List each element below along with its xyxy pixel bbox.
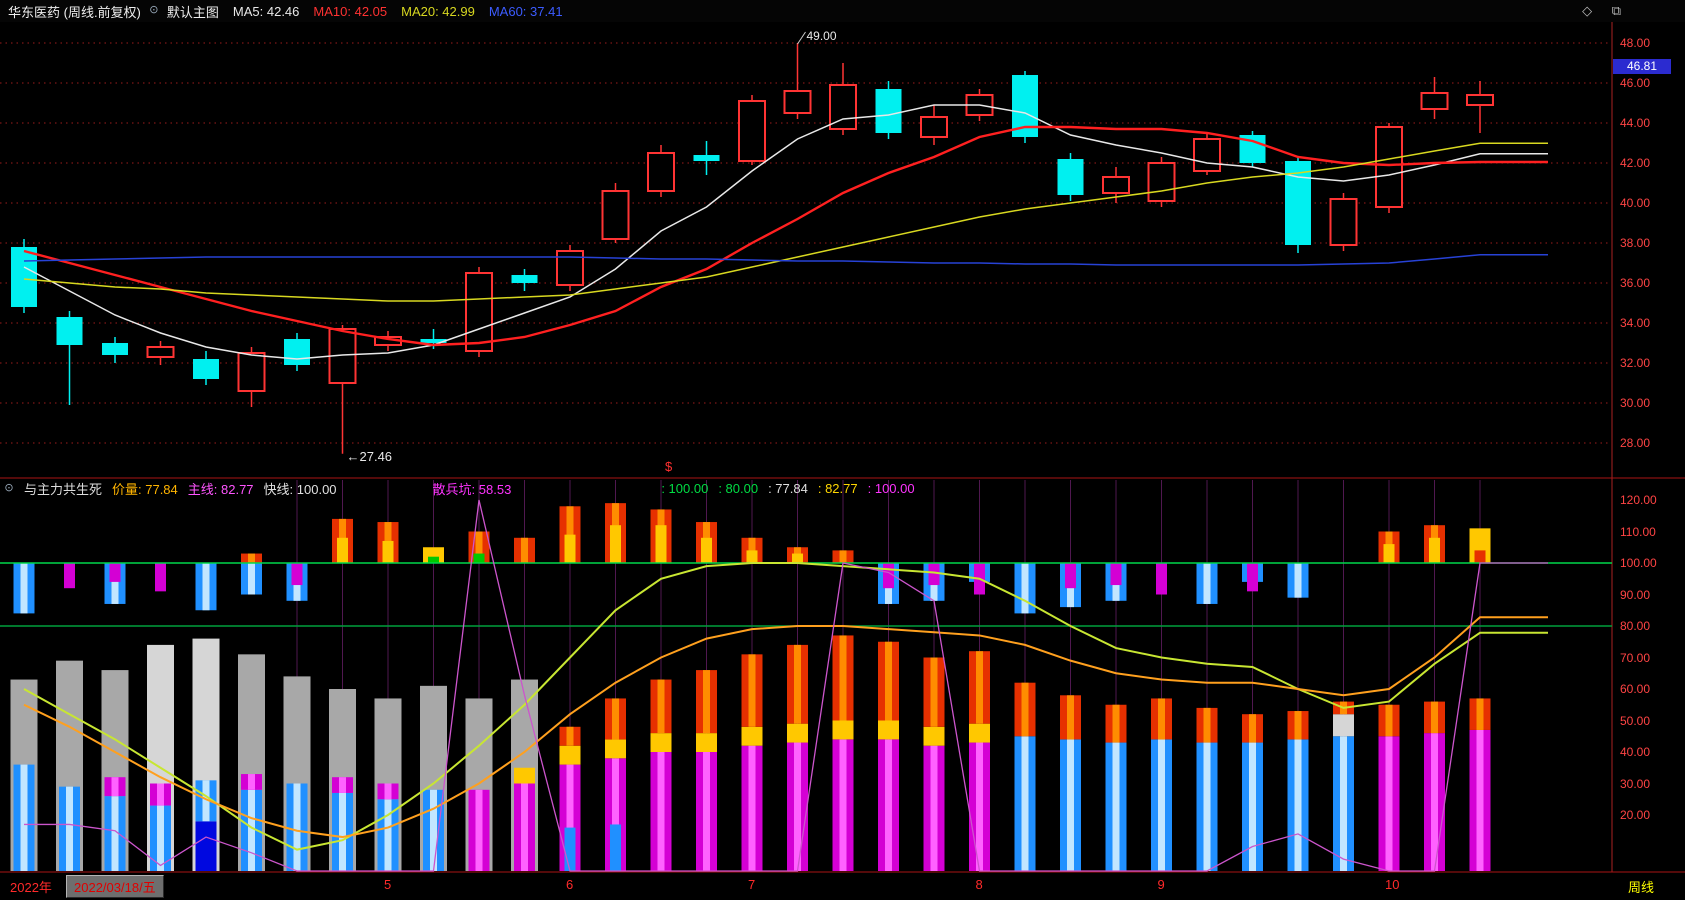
month-label: 10 bbox=[1385, 877, 1400, 892]
indicator-tick-label: 70.00 bbox=[1620, 650, 1651, 665]
candlesticks bbox=[11, 43, 1494, 454]
indicator-header: ⊙ 与主力共生死 价量: 77.84 主线: 82.77 快线: 100.00 … bbox=[0, 480, 1685, 497]
month-label: 7 bbox=[748, 877, 756, 892]
indicator-field-zhuxian: 主线: 82.77 bbox=[187, 482, 254, 497]
price-tick-label: 46.00 bbox=[1620, 76, 1651, 90]
price-tick-label: 28.00 bbox=[1620, 436, 1651, 450]
month-label: 6 bbox=[566, 877, 574, 892]
indicator-field-v8277: : 82.77 bbox=[817, 481, 858, 496]
price-tick-label: 36.00 bbox=[1620, 276, 1651, 290]
ma20-value-label: MA20: 42.99 bbox=[401, 3, 475, 19]
svg-text:←27.46: ←27.46 bbox=[347, 449, 393, 464]
indicator-tick-label: 20.00 bbox=[1620, 808, 1651, 822]
indicator-tick-label: 50.00 bbox=[1620, 713, 1651, 728]
indicator-field-v80: : 80.00 bbox=[718, 481, 759, 496]
indicator-field-v100b: : 100.00 bbox=[867, 481, 915, 496]
diamond-tool-icon[interactable]: ◇ bbox=[1582, 3, 1601, 18]
indicator-tick-label: 40.00 bbox=[1620, 745, 1651, 759]
indicator-field-jialiang: 价量: 77.84 bbox=[112, 482, 178, 497]
indicator-field-v100a: : 100.00 bbox=[661, 481, 709, 496]
svg-text:$: $ bbox=[665, 459, 673, 474]
indicator-tick-label: 120.00 bbox=[1620, 493, 1657, 507]
price-tick-label: 44.00 bbox=[1620, 116, 1651, 130]
price-tick-label: 30.00 bbox=[1620, 396, 1651, 410]
main-price-axis: 48.00 46.00 44.00 42.00 40.00 38.00 36.00 34.00… bbox=[1614, 0, 1684, 478]
ma5-value-label: MA5: 42.46 bbox=[232, 3, 300, 19]
window-layout-icon[interactable]: ⧉ bbox=[1611, 3, 1629, 18]
svg-text:49.00: 49.00 bbox=[807, 29, 837, 43]
indicator-tick-label: 110.00 bbox=[1620, 524, 1656, 539]
time-axis-bar: 2022年 2022/03/18/五 5 6 7 8 9 10 周线 bbox=[0, 873, 1685, 900]
indicator-switch-icon[interactable]: ⊙ bbox=[149, 4, 159, 16]
indicator-name: 与主力共生死 bbox=[24, 482, 103, 497]
ma10-value-label: MA10: 42.05 bbox=[313, 3, 388, 19]
indicator-field-kuaixian: 快线: 100.00 bbox=[263, 482, 337, 497]
ma60-value-label: MA60: 37.41 bbox=[488, 3, 563, 19]
indicator-tick-label: 60.00 bbox=[1620, 682, 1651, 696]
indicator-line-价量 bbox=[23, 562, 1548, 851]
indicator-tick-label: 30.00 bbox=[1620, 776, 1651, 791]
year-label: 2022年 bbox=[10, 880, 52, 895]
month-label: 9 bbox=[1157, 877, 1165, 892]
top-toolbar: 华东医药 (周线.前复权) ⊙ 默认主图 MA5: 42.46 MA10: 42… bbox=[0, 0, 1685, 22]
ma20-line bbox=[23, 142, 1548, 302]
indicator-tick-label: 80.00 bbox=[1620, 619, 1651, 633]
indicator-field-sanbingkeng: 散兵坑: 58.53 bbox=[432, 482, 512, 497]
stock-title: 华东医药 (周线.前复权) bbox=[8, 4, 141, 20]
ma60-line bbox=[23, 254, 1548, 266]
period-label[interactable]: 周线 bbox=[1628, 880, 1655, 895]
month-label: 8 bbox=[975, 877, 983, 892]
price-tick-label: 48.00 bbox=[1620, 36, 1651, 50]
indicator-collapse-icon[interactable]: ⊙ bbox=[4, 481, 14, 494]
price-tick-label: 32.00 bbox=[1620, 356, 1651, 370]
indicator-value-axis: 120.00 110.00 100.00 90.00 80.00 70.00 60.00 50… bbox=[1614, 478, 1684, 873]
indicator-tick-label: 90.00 bbox=[1620, 587, 1651, 602]
price-tick-label: 38.00 bbox=[1620, 236, 1651, 250]
ma-lines bbox=[23, 104, 1548, 360]
price-tick-label: 34.00 bbox=[1620, 316, 1651, 330]
month-label: 5 bbox=[384, 877, 392, 892]
main-chart-mode-label: 默认主图 bbox=[166, 4, 219, 20]
indicator-field-v7784: : 77.84 bbox=[768, 481, 808, 496]
indicator-lines bbox=[23, 499, 1548, 872]
current-price-marker: 46.81 bbox=[1613, 58, 1671, 74]
indicator-tick-label: 100.00 bbox=[1620, 556, 1657, 570]
price-tick-label: 40.00 bbox=[1620, 196, 1651, 210]
date-selector-box[interactable]: 2022/03/18/五 bbox=[66, 875, 164, 898]
indicator-line-快线 bbox=[24, 499, 1548, 872]
ma5-line bbox=[23, 104, 1548, 360]
indicator-line-主线 bbox=[23, 616, 1548, 839]
price-tick-label: 42.00 bbox=[1620, 156, 1651, 170]
indicator-bars bbox=[10, 503, 1491, 871]
main-annotations: 49.00 ←27.46 $ bbox=[347, 29, 837, 474]
ma10-line bbox=[23, 125, 1548, 347]
